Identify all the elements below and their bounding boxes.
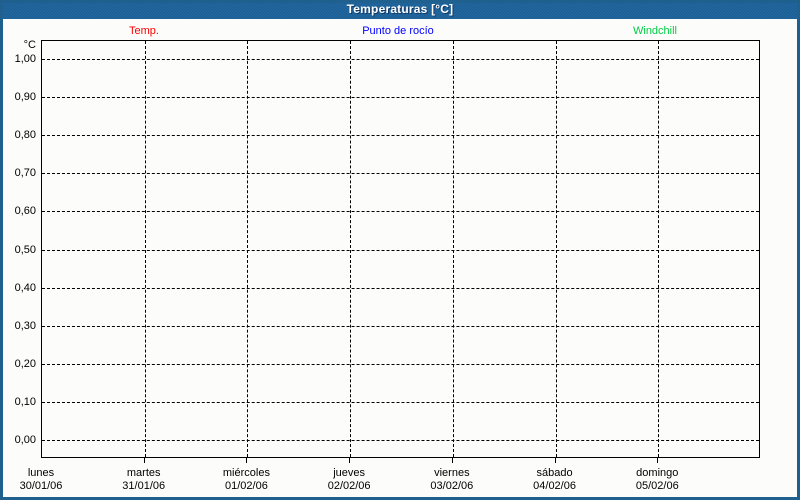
grid-vline	[350, 41, 351, 457]
grid-hline	[42, 211, 759, 213]
grid-hline	[42, 97, 759, 99]
grid-vline	[247, 41, 248, 457]
grid-hline	[42, 59, 759, 60]
title-bar: Temperaturas [°C]	[0, 0, 800, 19]
grid-hline	[42, 325, 759, 327]
y-tick-label: 0,70	[14, 167, 36, 180]
x-axis-tick	[555, 458, 556, 463]
x-date-label: 03/02/06	[430, 480, 474, 492]
x-axis-tick	[452, 458, 453, 463]
grid-vline	[145, 41, 146, 457]
y-tick-label: 0,60	[14, 205, 36, 218]
x-date-label: 02/02/06	[327, 480, 371, 492]
x-axis-tick	[246, 458, 247, 463]
y-axis-unit-label: °C	[23, 39, 36, 51]
grid-hline	[42, 287, 759, 289]
y-tick-label: 0,90	[14, 91, 36, 104]
y-tick-label: 0,30	[14, 319, 36, 332]
grid-vline	[453, 41, 454, 457]
grid-hline	[42, 401, 759, 403]
legend-item-temp: Temp.	[129, 25, 159, 37]
x-day-label: miércoles	[222, 467, 270, 479]
grid-vline	[556, 41, 557, 457]
y-tick-label: 0,40	[14, 281, 36, 294]
grid-hline	[42, 440, 759, 441]
grid-hline	[42, 135, 759, 137]
grid-hline	[42, 363, 759, 365]
x-date-label: 05/02/06	[635, 480, 679, 492]
legend-item-windchill: Windchill	[632, 25, 678, 37]
x-axis-tick	[657, 458, 658, 463]
grid-hline	[42, 249, 759, 251]
y-tick-label: 0,00	[14, 434, 36, 446]
x-axis-tick	[349, 458, 350, 463]
x-day-label: sábado	[536, 467, 573, 479]
grid-vline	[658, 41, 659, 457]
legend-item-dew-point: Punto de rocío	[362, 25, 434, 37]
x-axis-tick	[144, 458, 145, 463]
y-tick-label: 1,00	[14, 53, 36, 65]
x-day-label: viernes	[434, 467, 470, 479]
y-tick-label: 0,50	[14, 243, 36, 256]
grid-hline	[42, 173, 759, 175]
x-day-label: lunes	[27, 467, 55, 479]
x-date-label: 31/01/06	[122, 480, 166, 492]
chart-title: Temperaturas [°C]	[346, 2, 454, 16]
x-date-label: 04/02/06	[533, 480, 576, 492]
plot-area	[41, 40, 760, 458]
y-tick-label: 0,80	[14, 129, 36, 142]
x-date-label: 01/02/06	[225, 480, 268, 492]
x-day-label: domingo	[636, 467, 679, 479]
y-tick-label: 0,10	[14, 395, 36, 408]
y-tick-label: 0,20	[14, 357, 36, 370]
x-day-label: jueves	[333, 467, 366, 479]
x-day-label: martes	[126, 467, 161, 479]
x-date-label: 30/01/06	[19, 480, 63, 492]
